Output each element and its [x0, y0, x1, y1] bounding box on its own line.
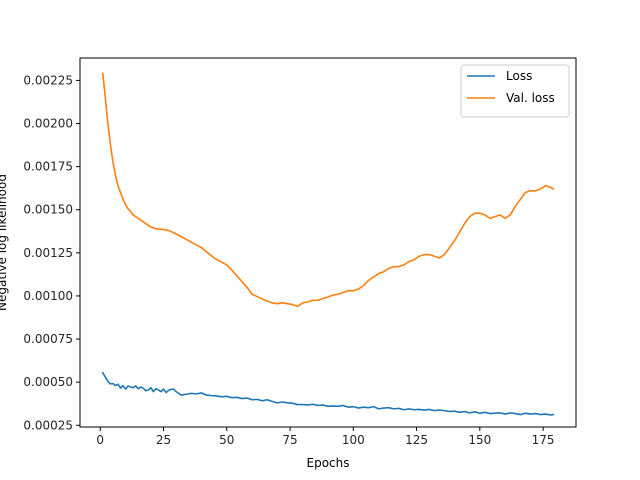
- y-tick-label: 0.00100: [23, 289, 73, 303]
- x-tick-label: 50: [219, 433, 234, 447]
- y-axis-title: Negative log likelihood: [0, 174, 9, 311]
- y-axis: 0.00025 0.00050 0.00075 0.00100 0.00125 0.001…: [23, 73, 80, 432]
- y-tick-label: 0.00025: [23, 418, 73, 432]
- x-tick-label: 175: [532, 433, 555, 447]
- y-tick-label: 0.00125: [23, 246, 73, 260]
- y-tick-label: 0.00175: [23, 160, 73, 174]
- y-tick-label: 0.00075: [23, 332, 73, 346]
- y-tick-label: 0.00150: [23, 203, 73, 217]
- x-tick-label: 100: [342, 433, 365, 447]
- x-tick-label: 150: [468, 433, 491, 447]
- x-axis-title: Epochs: [307, 456, 350, 470]
- x-tick-label: 25: [156, 433, 171, 447]
- y-tick-label: 0.00225: [23, 73, 73, 87]
- x-tick-label: 0: [96, 433, 104, 447]
- legend: Loss Val. loss: [461, 65, 569, 117]
- legend-label: Loss: [506, 69, 532, 83]
- x-tick-label: 75: [282, 433, 297, 447]
- legend-label: Val. loss: [506, 91, 555, 105]
- x-tick-label: 125: [405, 433, 428, 447]
- y-tick-label: 0.00050: [23, 375, 73, 389]
- y-tick-label: 0.00200: [23, 117, 73, 131]
